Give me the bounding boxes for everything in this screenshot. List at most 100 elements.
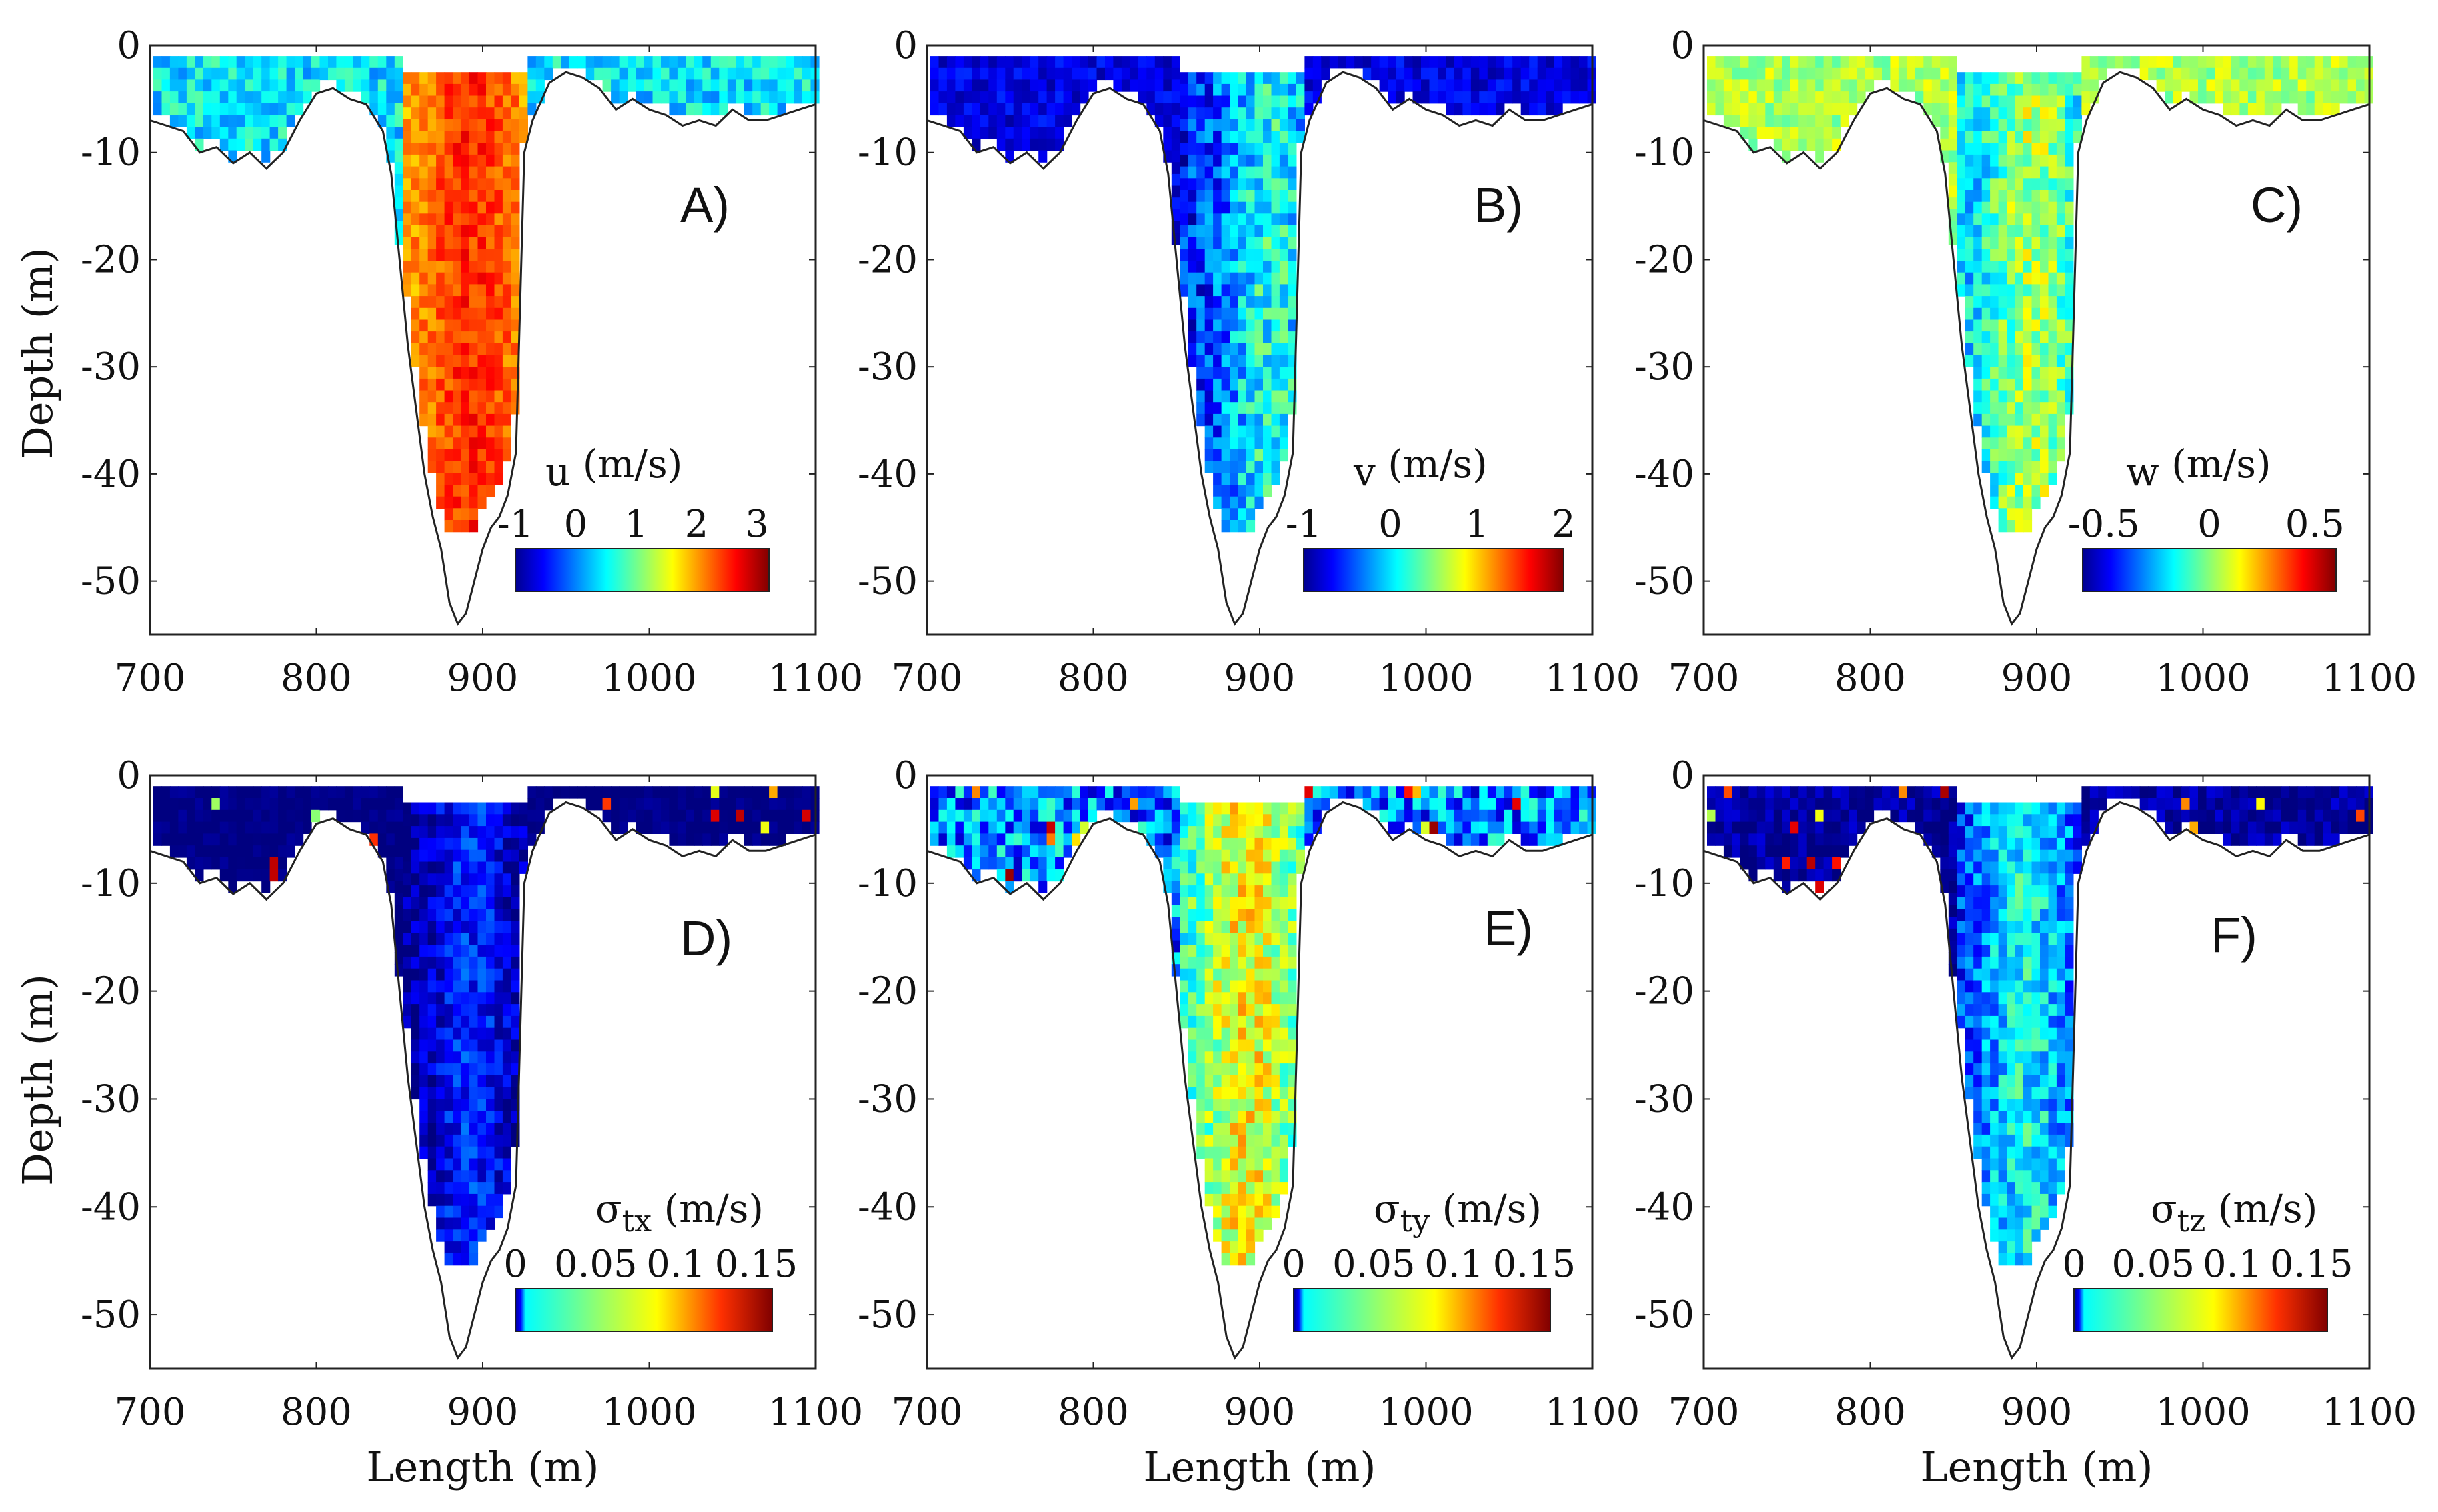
data-cell (1196, 1051, 1206, 1064)
data-cell (427, 437, 437, 450)
data-cell (1732, 809, 1741, 823)
x-axis: 700 800 900 1000 1100 (115, 775, 863, 1434)
data-cell (494, 72, 503, 85)
data-cell (2073, 814, 2082, 827)
data-cell (1022, 869, 1031, 882)
data-cell (494, 826, 503, 839)
data-cell (1379, 67, 1388, 81)
data-cell (394, 940, 403, 953)
data-cell (169, 809, 179, 823)
data-cell (2040, 1004, 2049, 1017)
data-cell (1221, 802, 1230, 815)
data-cell (930, 103, 940, 116)
data-cell (2007, 413, 2016, 427)
data-cell (1230, 802, 1239, 815)
data-cell (1271, 1123, 1280, 1135)
data-cell (2065, 201, 2074, 214)
data-cell (444, 190, 453, 203)
data-cell (511, 190, 520, 203)
data-cell (2015, 1241, 2024, 1254)
data-cell (1196, 826, 1206, 839)
data-cell (1263, 968, 1272, 981)
colorbar-bar (515, 1288, 773, 1332)
data-cell (1570, 79, 1580, 92)
data-cell (427, 921, 437, 933)
data-cell (1981, 166, 1991, 179)
data-cell (1072, 809, 1081, 823)
data-cell (1271, 1075, 1280, 1088)
data-cell (1013, 845, 1022, 858)
data-cell (1005, 845, 1014, 858)
data-cell (453, 249, 462, 261)
colorbar-bar (1303, 548, 1564, 592)
data-cell (1138, 798, 1147, 811)
data-cell (469, 331, 479, 344)
data-cell (436, 201, 445, 214)
data-cell (1180, 143, 1189, 155)
data-cell (1221, 837, 1230, 851)
data-cell (1965, 1087, 1974, 1100)
data-cell (1279, 1099, 1288, 1111)
data-cell (486, 1051, 495, 1064)
data-cell (1279, 261, 1288, 273)
data-cell (1146, 91, 1156, 104)
data-cell (486, 1146, 495, 1159)
data-cell (1246, 1158, 1256, 1171)
data-cell (2181, 79, 2191, 92)
data-cell (453, 154, 462, 167)
data-cell (1246, 956, 1256, 969)
data-cell (1196, 968, 1206, 981)
data-cell (1213, 213, 1222, 226)
data-cell (2189, 798, 2199, 811)
data-cell (253, 127, 262, 139)
data-cell (1196, 1015, 1206, 1029)
data-cell (1238, 213, 1247, 226)
data-cell (1346, 786, 1355, 799)
data-cell (1981, 461, 1991, 473)
data-cell (1790, 869, 1799, 882)
data-cell (1288, 1063, 1297, 1076)
data-cell (494, 402, 503, 415)
data-cell (1246, 1170, 1256, 1183)
data-cell (1715, 798, 1724, 811)
data-cell (1238, 367, 1247, 379)
data-cell (661, 56, 670, 69)
panel-label: B) (1474, 177, 1523, 233)
data-cell (544, 786, 553, 799)
data-cell (1072, 91, 1081, 104)
data-cell (1470, 786, 1480, 799)
data-cell (394, 869, 403, 882)
data-cell (419, 201, 429, 214)
data-cell (427, 461, 437, 473)
data-cell (1271, 95, 1280, 108)
data-cell (369, 79, 379, 92)
data-cell (1230, 272, 1239, 285)
data-cell (1238, 1087, 1247, 1100)
data-cell (453, 72, 462, 85)
data-cell (269, 809, 279, 823)
data-cell (361, 79, 370, 92)
data-cell (1823, 79, 1833, 92)
data-cell (1579, 798, 1588, 811)
data-cell (1246, 933, 1256, 945)
data-cell (1204, 826, 1214, 839)
y-tick-label: 0 (1670, 24, 1694, 67)
data-cell (619, 786, 628, 799)
data-cell (427, 1051, 437, 1064)
data-cell (1213, 402, 1222, 415)
data-cell (1022, 786, 1031, 799)
data-cell (2040, 190, 2049, 203)
data-cell (486, 473, 495, 485)
data-cell (1279, 119, 1288, 132)
data-cell (2048, 425, 2057, 438)
data-cell (1263, 95, 1272, 108)
data-cell (1121, 809, 1130, 823)
data-cell (403, 921, 412, 933)
data-cell (2015, 1182, 2024, 1195)
data-cell (2256, 67, 2265, 81)
data-cell (1981, 837, 1991, 851)
data-cell (1038, 833, 1048, 846)
data-cell (2023, 1087, 2033, 1100)
data-cell (1479, 79, 1488, 92)
data-cell (760, 79, 770, 92)
